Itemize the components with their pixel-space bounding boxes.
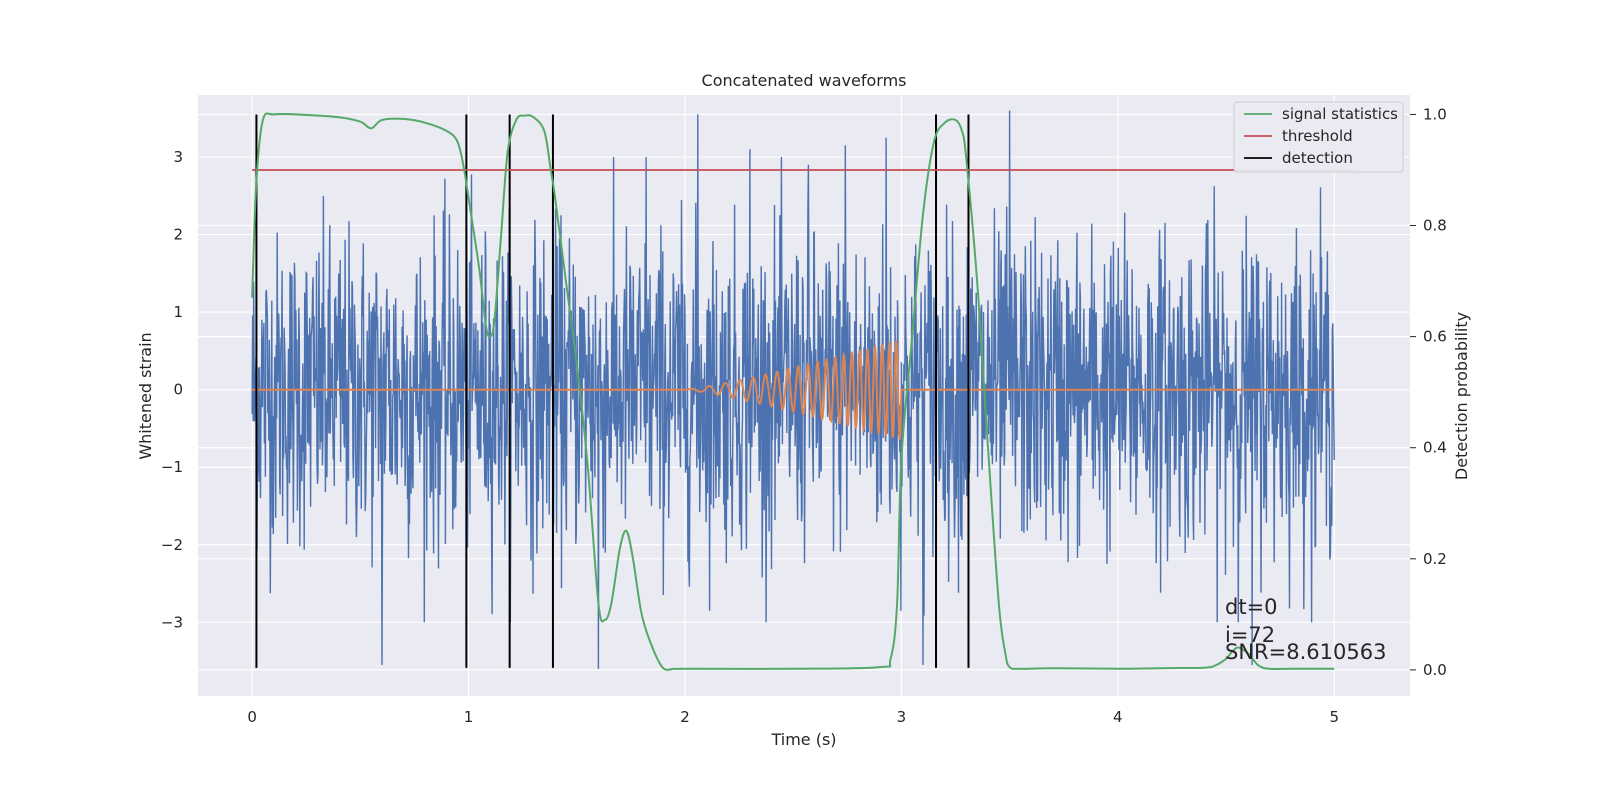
y-axis-label: Whitened strain [136,332,155,459]
chart-title: Concatenated waveforms [702,71,907,90]
y-tick-label: −2 [161,536,183,554]
annotation-i: i=72 [1225,623,1275,647]
y2-tick-label: 0.8 [1423,217,1447,235]
annotation-dt: dt=0 [1225,595,1278,619]
x-tick-label: 4 [1113,708,1123,726]
annotations: dt=0 i=72 SNR=8.610563 [1225,595,1386,664]
x-tick-label: 5 [1329,708,1339,726]
annotation-snr: SNR=8.610563 [1225,640,1386,664]
y2-axis-label: Detection probability [1452,312,1471,480]
y-tick-label: 2 [173,226,183,244]
y2-tick-label: 1.0 [1423,105,1447,123]
y-tick-label: 0 [173,381,183,399]
signal-statistics-line [251,112,1335,671]
y-tick-label: −1 [161,458,183,476]
x-tick-label: 1 [464,708,474,726]
legend-label-detection: detection [1282,149,1353,167]
plot-area [251,110,1356,671]
legend-label-signal-statistics: signal statistics [1282,105,1398,123]
injected-signal-line [252,340,1335,440]
y2-tick-label: 0.4 [1423,439,1447,457]
y-tick-label: −3 [161,613,183,631]
x-tick-label: 2 [680,708,690,726]
y2-tick-label: 0.0 [1423,661,1447,679]
y2-tick-label: 0.6 [1423,328,1447,346]
legend-label-threshold: threshold [1282,127,1353,145]
x-tick-label: 3 [897,708,907,726]
x-axis-label: Time (s) [770,730,836,749]
legend-box [1233,101,1404,173]
y-tick-label: 3 [173,148,183,166]
whitened-strain-line [251,110,1335,669]
y2-tick-label: 0.2 [1423,550,1447,568]
legend: signal statistics threshold detection [1233,101,1404,173]
x-tick-label: 0 [247,708,257,726]
axes: 0 1 2 3 4 5 −3 −2 −1 0 1 2 3 0.0 0.2 0.4 0.6 0.8 1.0 [161,105,1447,726]
y-tick-label: 1 [173,303,183,321]
